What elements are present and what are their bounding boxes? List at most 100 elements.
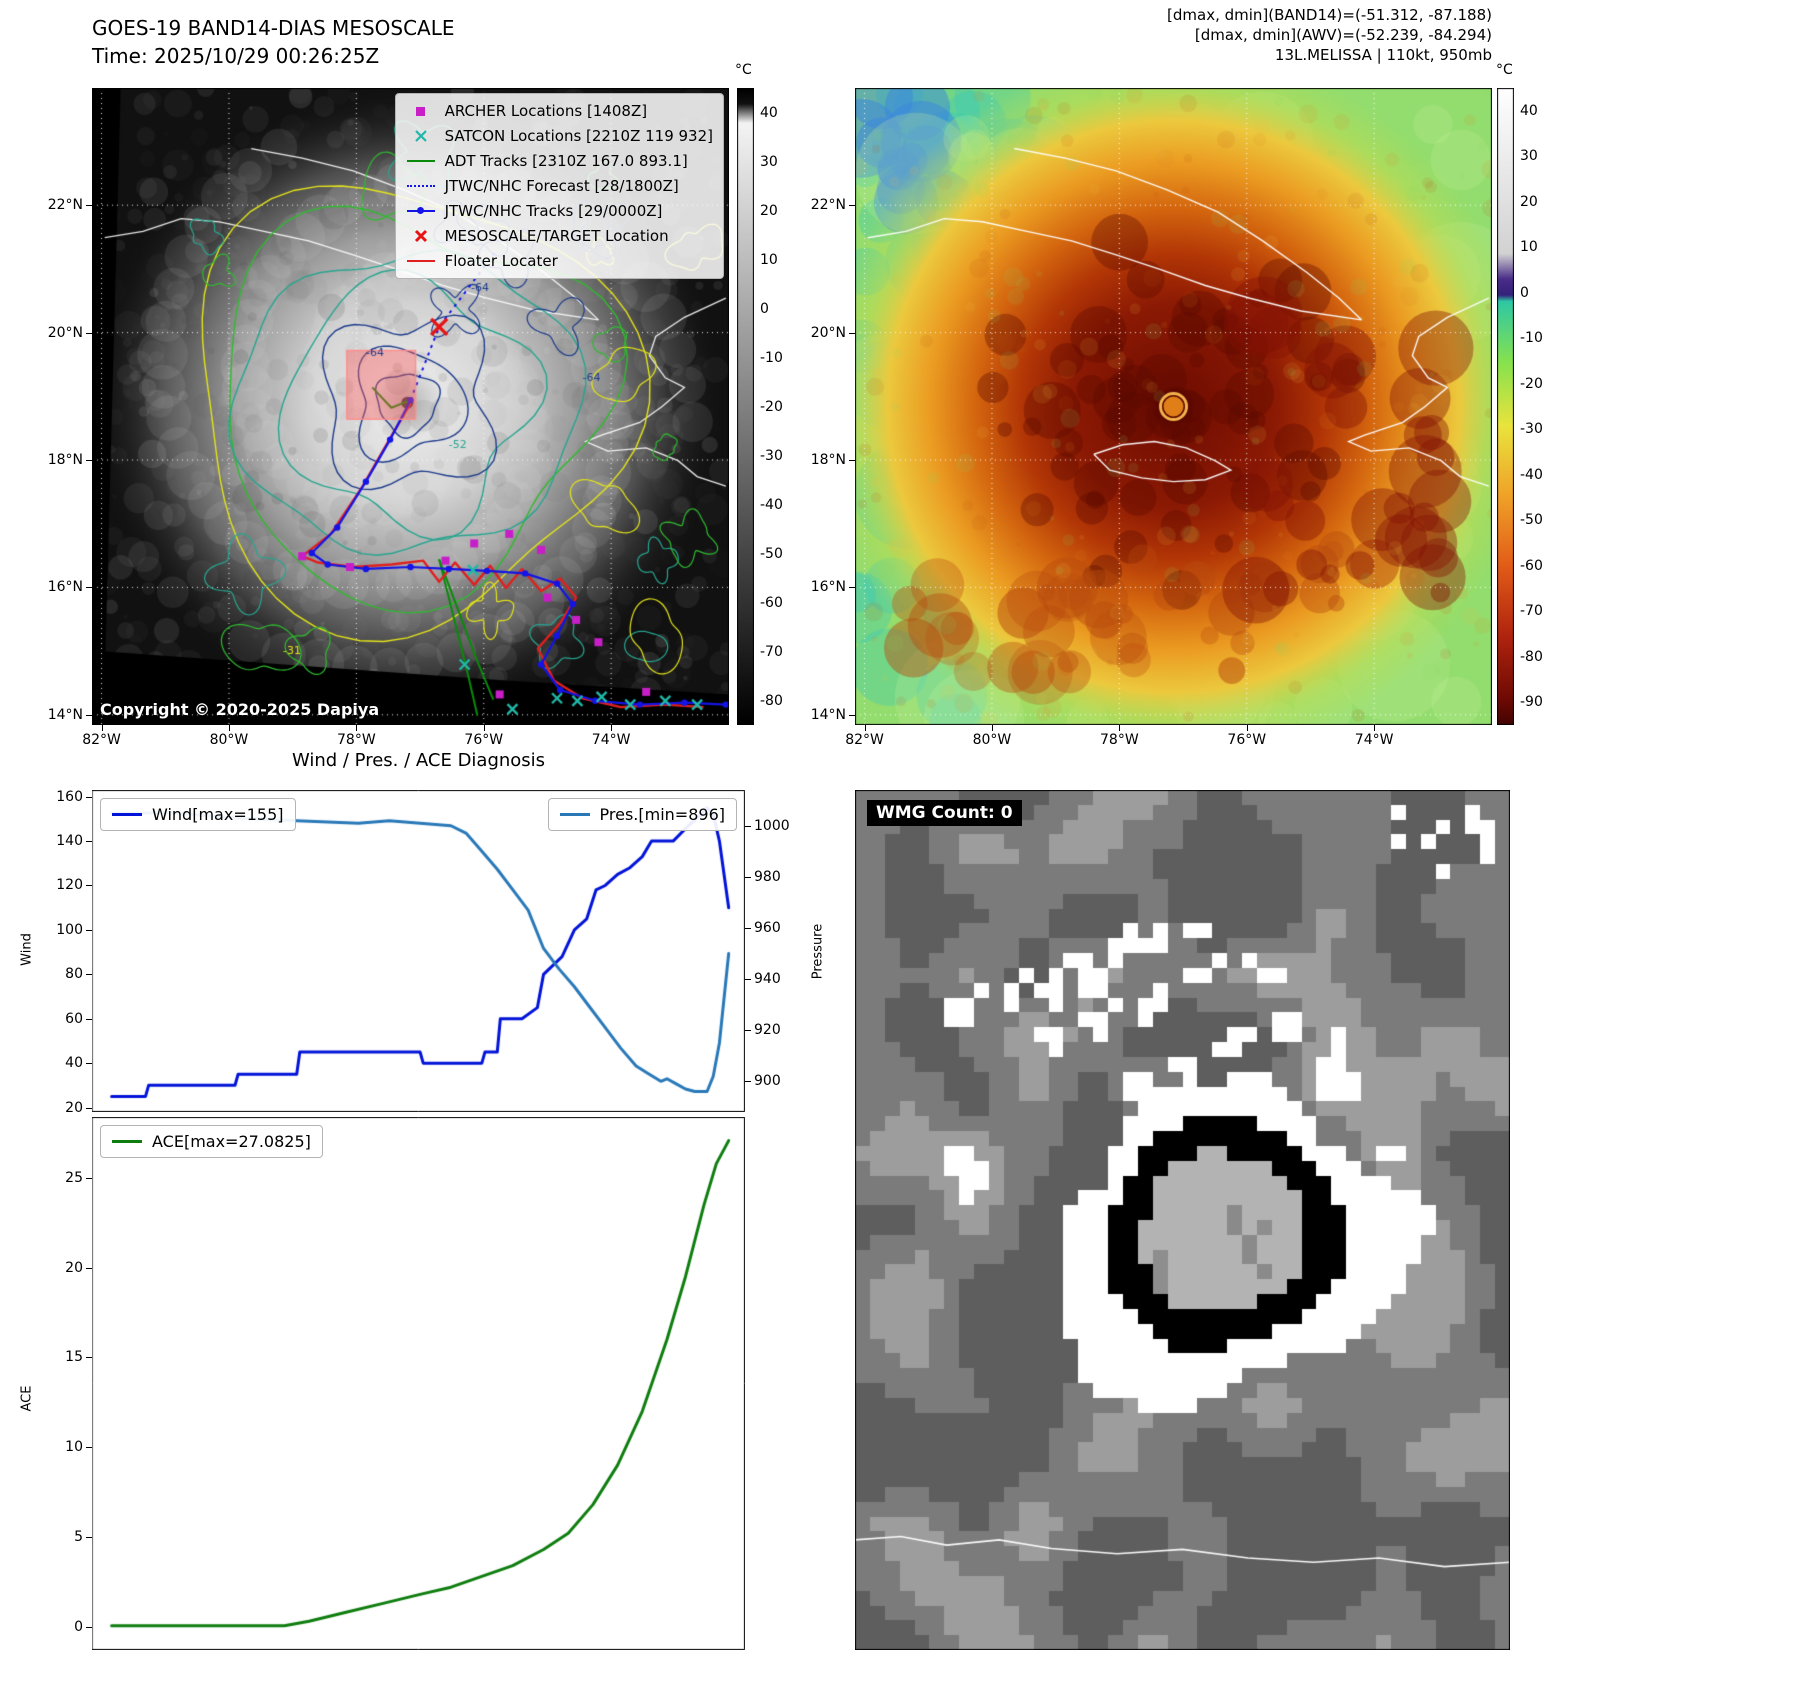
pressure-axis-label: Pressure [810, 923, 826, 980]
ace-y-tick-label: 20 [65, 1259, 83, 1276]
panel1-colorbar-tick-label: 30 [760, 153, 778, 170]
ace-y-tick [86, 1536, 92, 1538]
panel1-colorbar-tick-label: 0 [760, 300, 769, 317]
panel2-x-tick [864, 725, 866, 731]
panel1-y-tick-label: 16°N [47, 579, 83, 596]
legend-item: ADT Tracks [2310Z 167.0 893.1] [406, 150, 713, 172]
panel2-x-tick-label: 82°W [845, 732, 884, 748]
panel2-colorbar-unit: °C [1496, 62, 1513, 78]
wind-y-tick-label: 80 [65, 966, 83, 983]
wind-legend: Wind[max=155] [100, 798, 296, 831]
wind-y-tick-label: 120 [56, 877, 83, 894]
panel2-colorbar-tick-label: -40 [1520, 466, 1543, 483]
panel1-colorbar-tick-label: 10 [760, 251, 778, 268]
pressure-y-tick-label: 980 [754, 868, 781, 885]
wind-y-tick [86, 841, 92, 843]
wind-y-tick-label: 100 [56, 921, 83, 938]
wind-y-tick [86, 1018, 92, 1020]
panel2-y-tick-label: 16°N [810, 579, 846, 596]
legend-item-label: JTWC/NHC Forecast [28/1800Z] [444, 177, 679, 195]
wind-axis-label: Wind [19, 933, 35, 966]
ace-canvas [92, 1117, 745, 1650]
wind-y-tick-label: 40 [65, 1055, 83, 1072]
ace-legend: ACE[max=27.0825] [100, 1125, 323, 1158]
panel2-satellite-canvas [855, 88, 1492, 725]
panel2-annotation-band14: [dmax, dmin](BAND14)=(-51.312, -87.188) [1167, 6, 1492, 24]
panel1-colorbar-tick-label: -10 [760, 349, 783, 366]
panel1-x-tick [611, 725, 613, 731]
panel2-satellite-map [855, 88, 1492, 725]
panel2-x-tick [1246, 725, 1248, 731]
legend-item: MESOSCALE/TARGET Location [406, 225, 713, 247]
panel2-annotation-storm: 13L.MELISSA | 110kt, 950mb [1274, 46, 1492, 64]
panel2-y-tick-label: 22°N [810, 197, 846, 214]
panel1-colorbar-unit: °C [735, 62, 752, 78]
panel1-satellite-map: ARCHER Locations [1408Z] SATCON Locations… [92, 88, 729, 725]
pressure-y-tick-label: 960 [754, 920, 781, 936]
panel1-y-tick [86, 205, 92, 207]
wmg-count-label: WMG Count: 0 [867, 800, 1022, 826]
wind-pressure-chart: Wind[max=155] Pres.[min=896] [92, 790, 745, 1112]
panel1-x-tick [356, 725, 358, 731]
panel2-colorbar-tick-label: -90 [1520, 694, 1543, 711]
panel1-colorbar-tick-label: -20 [760, 398, 783, 415]
wind-y-tick-label: 160 [56, 788, 83, 805]
x-marker-swatch [406, 129, 436, 143]
panel2-annotation-awv: [dmax, dmin](AWV)=(-52.239, -84.294) [1194, 26, 1492, 44]
legend-item: Floater Locater [406, 250, 713, 272]
panel2-y-tick [849, 587, 855, 589]
panel1-legend: ARCHER Locations [1408Z] SATCON Locations… [394, 93, 724, 279]
panel1-y-tick-label: 18°N [47, 452, 83, 468]
panel1-x-tick-label: 76°W [464, 732, 504, 748]
panel1-y-tick-label: 14°N [47, 706, 83, 723]
panel1-y-tick-label: 20°N [47, 324, 83, 341]
legend-item: JTWC/NHC Forecast [28/1800Z] [406, 175, 713, 197]
line-marker-swatch [406, 260, 436, 262]
wmg-panel: WMG Count: 0 [855, 790, 1510, 1650]
wind-legend-swatch [112, 813, 142, 816]
pressure-legend-label: Pres.[min=896] [599, 805, 725, 824]
X-marker-swatch [406, 229, 436, 243]
wind-y-tick [86, 1063, 92, 1065]
pressure-y-tick-label: 920 [754, 1022, 781, 1039]
panel1-colorbar-tick-label: -60 [760, 594, 783, 611]
panel2-x-tick-label: 80°W [972, 732, 1012, 748]
wind-y-tick-label: 20 [65, 1099, 83, 1116]
panel1-x-tick-label: 74°W [591, 732, 631, 748]
panel2-x-tick [991, 725, 993, 731]
panel2-y-tick [849, 205, 855, 207]
ace-axis-label: ACE [19, 1385, 35, 1412]
legend-item-label: MESOSCALE/TARGET Location [444, 227, 669, 245]
legend-item-label: SATCON Locations [2210Z 119 932] [444, 127, 713, 145]
panel2-x-tick-label: 78°W [1100, 732, 1139, 748]
panel1-colorbar-tick-label: -30 [760, 447, 783, 464]
ace-y-tick-label: 0 [74, 1618, 83, 1635]
pressure-y-tick [745, 928, 751, 929]
panel1-x-tick-label: 78°W [337, 732, 376, 748]
pressure-y-tick [745, 1081, 751, 1083]
panel2-colorbar-tick-label: 40 [1520, 102, 1538, 119]
panel2-colorbar-tick-label: 30 [1520, 148, 1538, 165]
wind-y-tick [86, 974, 92, 976]
panel1-subtitle: Time: 2025/10/29 00:26:25Z [92, 44, 380, 68]
panel2-y-tick [849, 332, 855, 334]
panel1-y-tick [86, 714, 92, 716]
panel2-colorbar-tick-label: -20 [1520, 375, 1543, 392]
pressure-legend-swatch [559, 813, 590, 816]
copyright-text: Copyright © 2020-2025 Dapiya [100, 700, 380, 719]
ace-y-tick-label: 10 [65, 1439, 83, 1456]
legend-item-label: JTWC/NHC Tracks [29/0000Z] [444, 202, 663, 220]
pressure-legend: Pres.[min=896] [547, 798, 737, 831]
panel2-x-tick [1374, 725, 1376, 731]
wmg-canvas [855, 790, 1510, 1650]
panel2-colorbar-tick-label: -70 [1520, 603, 1543, 620]
ace-legend-label: ACE[max=27.0825] [152, 1132, 311, 1151]
panel2-colorbar-tick-label: -30 [1520, 421, 1543, 438]
panel2-x-tick-label: 74°W [1354, 732, 1394, 748]
wind-legend-label: Wind[max=155] [152, 805, 284, 824]
panel1-title: GOES-19 BAND14-DIAS MESOSCALE [92, 16, 455, 40]
ace-y-tick [86, 1626, 92, 1628]
panel2-x-tick-label: 76°W [1227, 732, 1267, 748]
ace-y-tick-label: 15 [65, 1349, 83, 1366]
